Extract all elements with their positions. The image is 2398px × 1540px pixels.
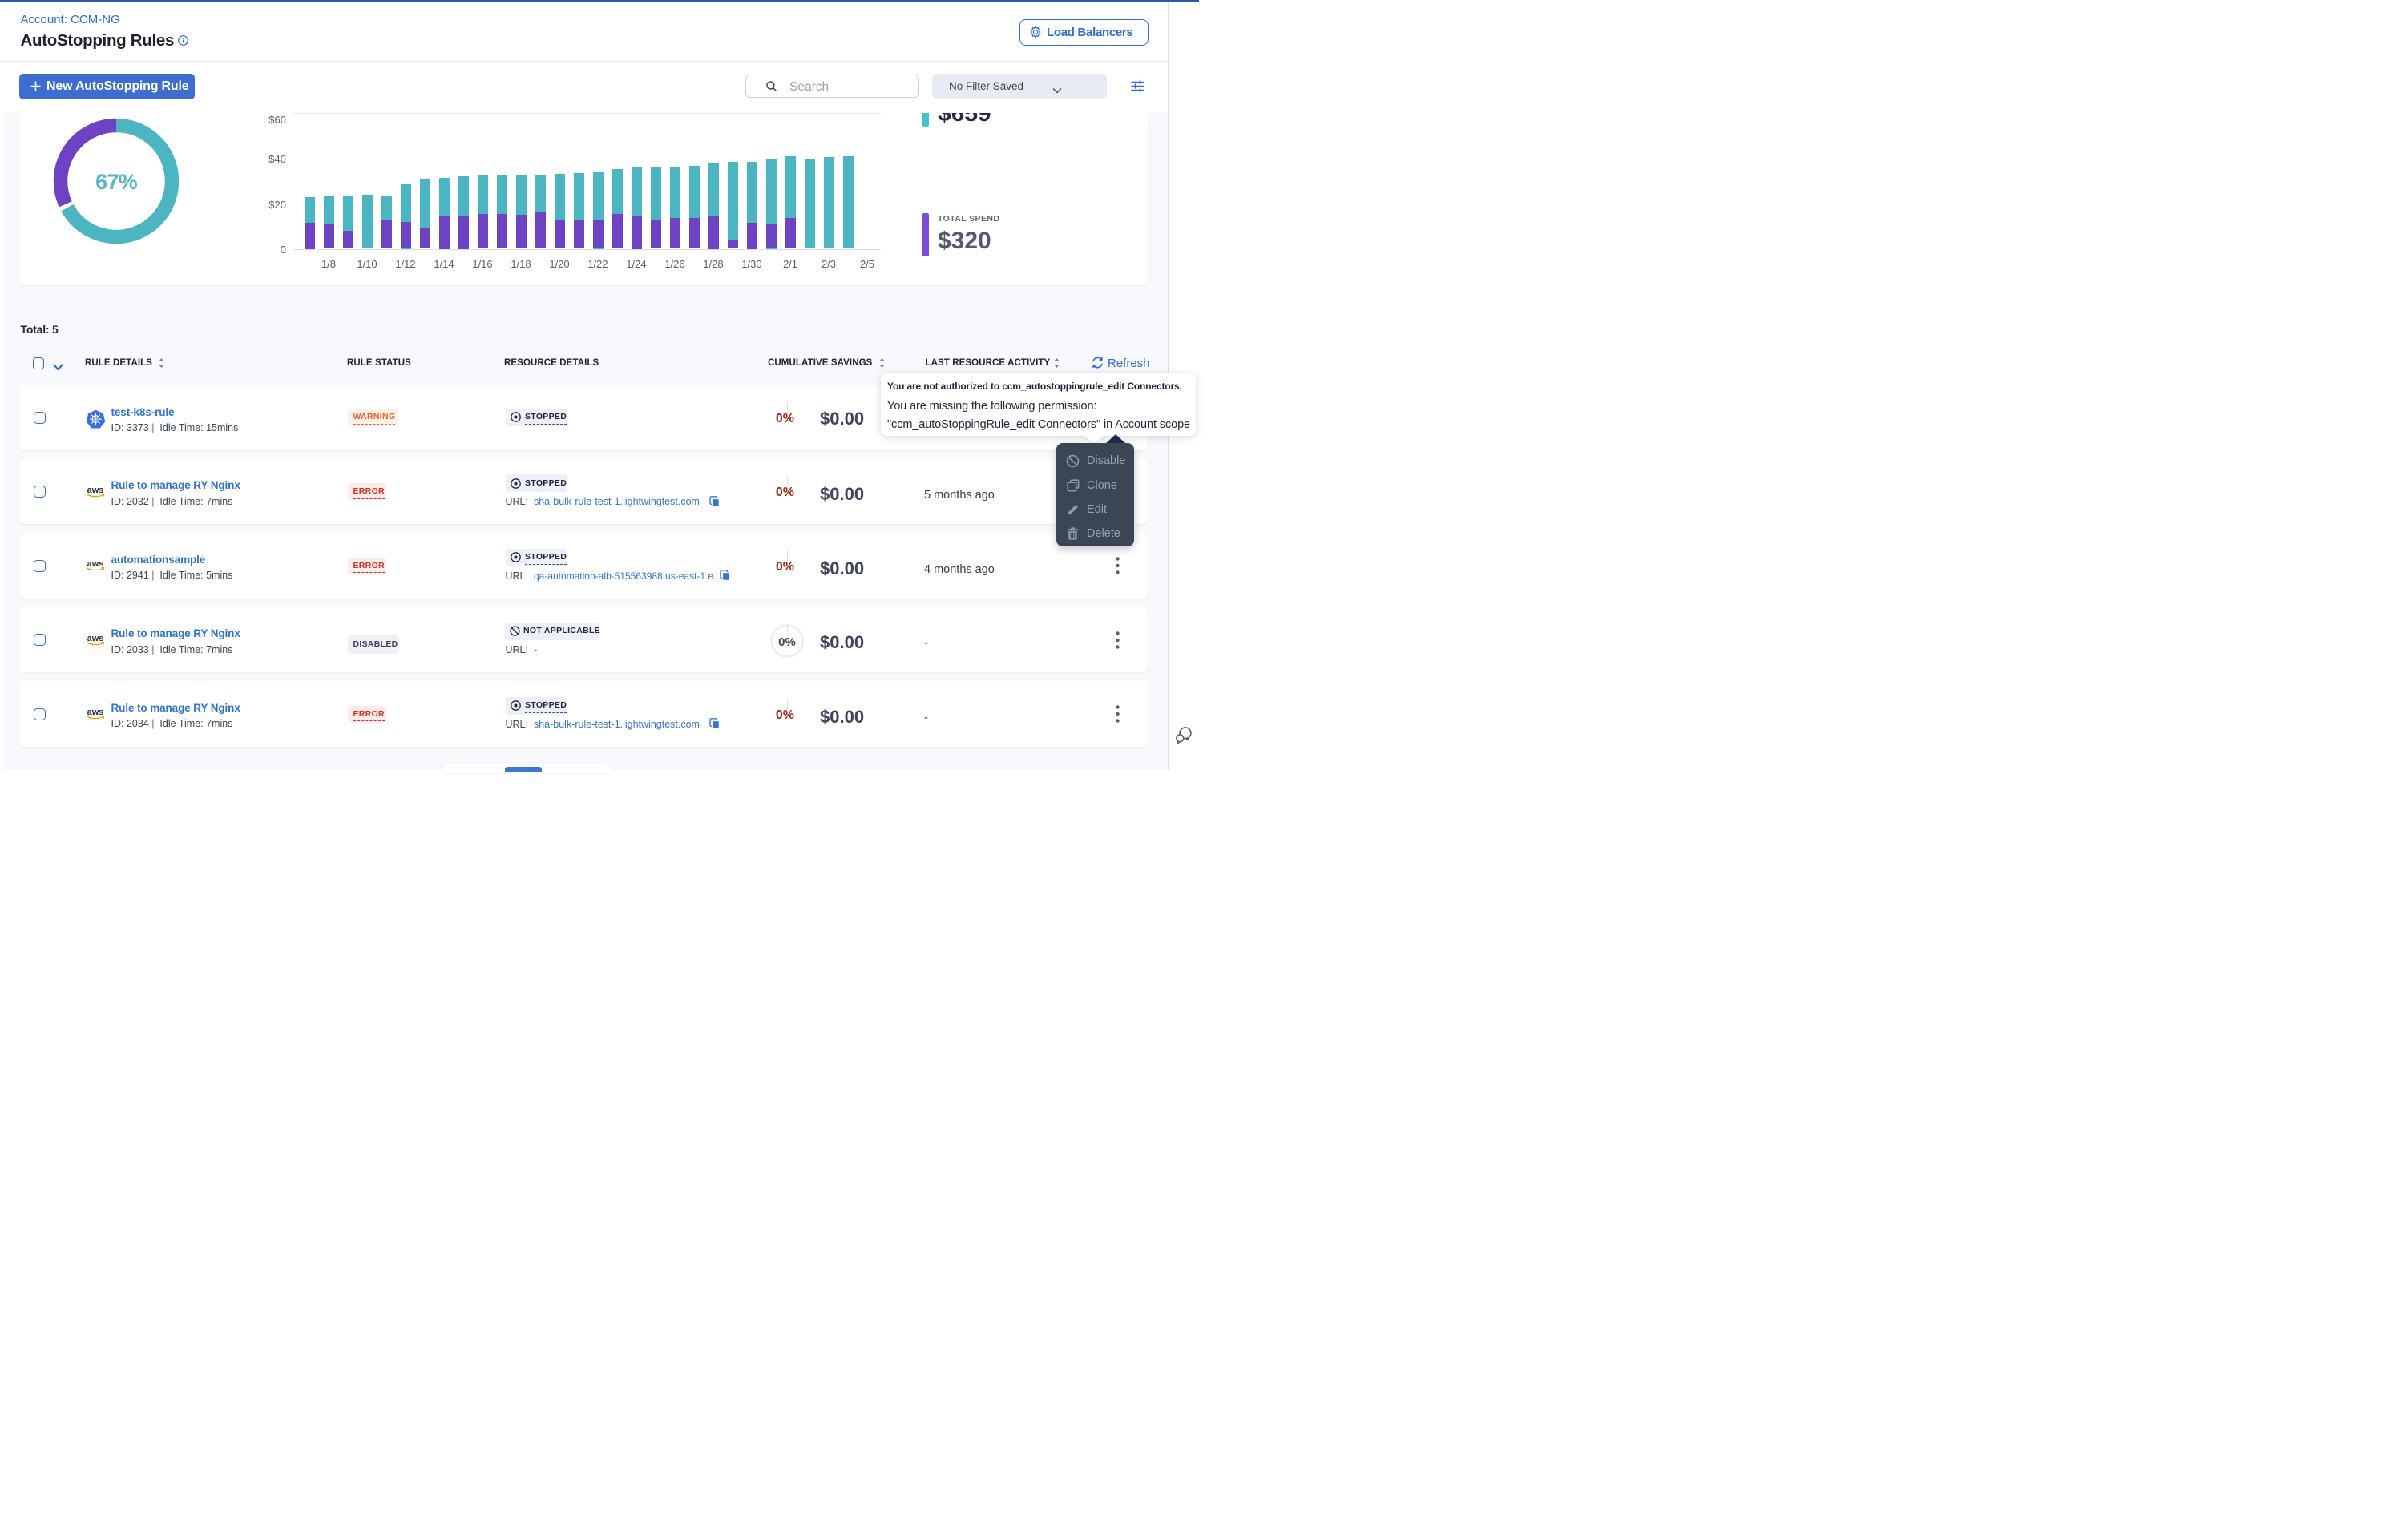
svg-text:aws: aws bbox=[87, 708, 103, 717]
svg-text:aws: aws bbox=[87, 486, 103, 495]
svg-text:aws: aws bbox=[87, 634, 103, 643]
svg-text:aws: aws bbox=[87, 559, 103, 569]
svg-text:67%: 67% bbox=[95, 170, 137, 194]
